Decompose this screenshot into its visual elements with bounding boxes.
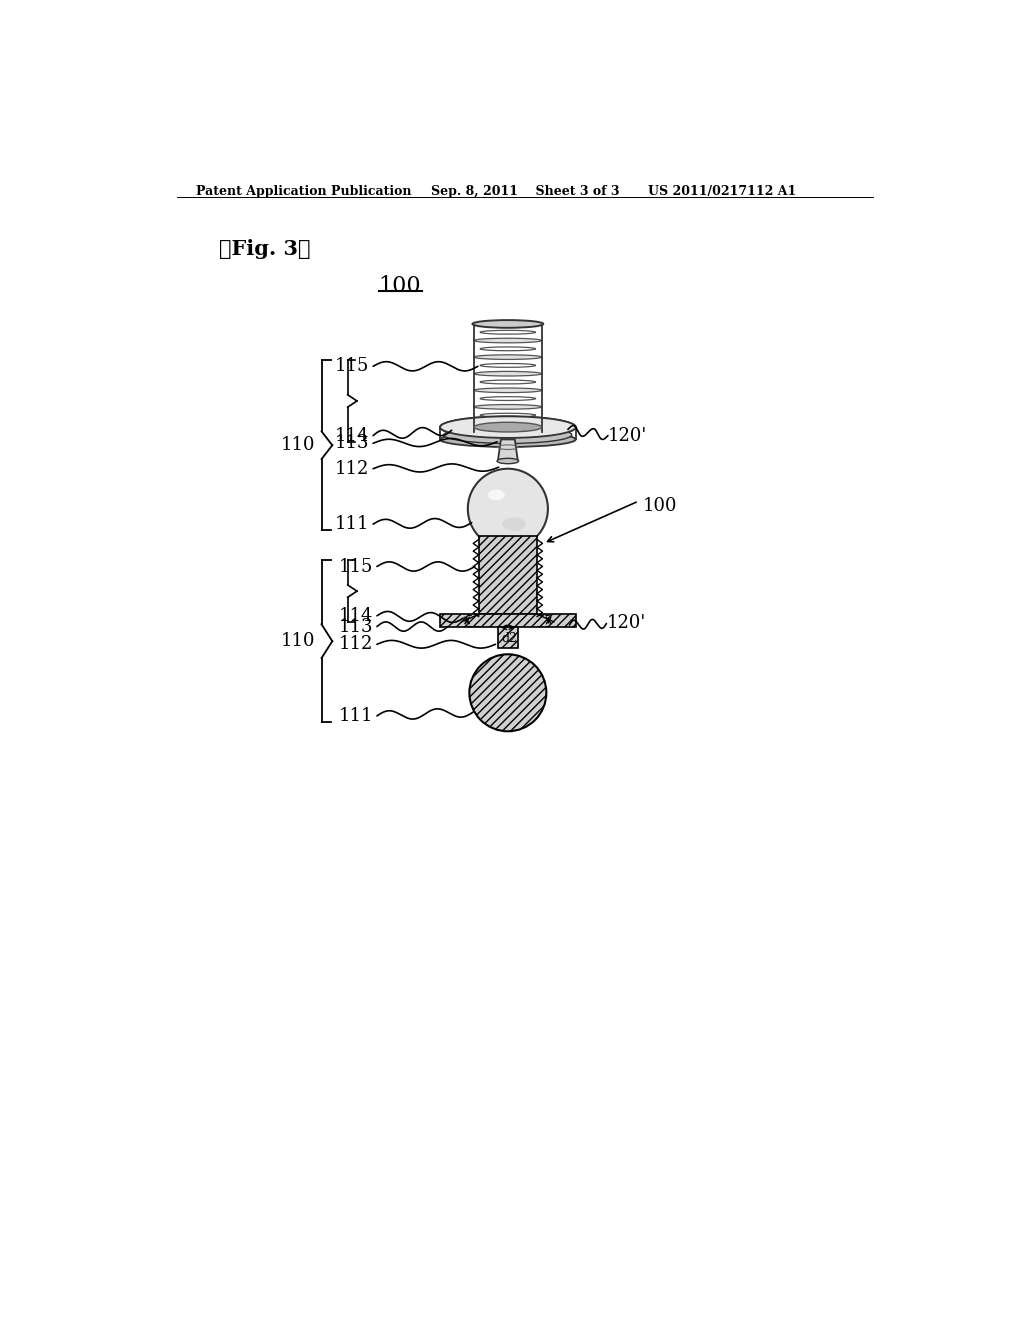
Text: 120': 120' (606, 615, 646, 632)
Ellipse shape (440, 432, 575, 447)
Ellipse shape (497, 458, 518, 463)
Ellipse shape (444, 426, 571, 444)
Circle shape (468, 469, 548, 549)
Text: Sep. 8, 2011    Sheet 3 of 3: Sep. 8, 2011 Sheet 3 of 3 (431, 185, 620, 198)
Text: 111: 111 (335, 515, 370, 533)
Ellipse shape (472, 321, 544, 327)
Text: 100: 100 (643, 498, 677, 515)
Text: Patent Application Publication: Patent Application Publication (196, 185, 412, 198)
Ellipse shape (474, 355, 542, 359)
Text: 115: 115 (335, 358, 370, 375)
Ellipse shape (440, 416, 575, 438)
Text: 113: 113 (339, 618, 373, 635)
Text: 『Fig. 3』: 『Fig. 3』 (219, 239, 310, 259)
Text: 113: 113 (335, 434, 370, 453)
Polygon shape (440, 614, 575, 627)
Text: 112: 112 (335, 459, 370, 478)
Text: US 2011/0217112 A1: US 2011/0217112 A1 (648, 185, 797, 198)
Text: 110: 110 (281, 632, 315, 651)
Ellipse shape (474, 388, 542, 392)
Text: 100: 100 (379, 276, 421, 297)
Text: d2: d2 (502, 632, 517, 645)
Ellipse shape (474, 421, 542, 426)
Ellipse shape (474, 338, 542, 343)
Circle shape (469, 655, 547, 731)
Ellipse shape (474, 322, 542, 326)
Text: 115: 115 (339, 557, 373, 576)
Ellipse shape (503, 517, 525, 531)
Ellipse shape (440, 416, 575, 438)
Polygon shape (478, 536, 538, 614)
Polygon shape (498, 440, 518, 461)
Text: 120': 120' (608, 426, 647, 445)
Text: 112: 112 (339, 635, 373, 653)
Ellipse shape (474, 422, 542, 432)
Ellipse shape (487, 490, 505, 500)
Text: 114: 114 (339, 607, 373, 624)
Text: 111: 111 (339, 708, 373, 725)
Polygon shape (498, 627, 518, 648)
Text: 110: 110 (281, 436, 315, 454)
Ellipse shape (474, 404, 542, 409)
Text: 114: 114 (335, 426, 370, 445)
Ellipse shape (474, 371, 542, 376)
